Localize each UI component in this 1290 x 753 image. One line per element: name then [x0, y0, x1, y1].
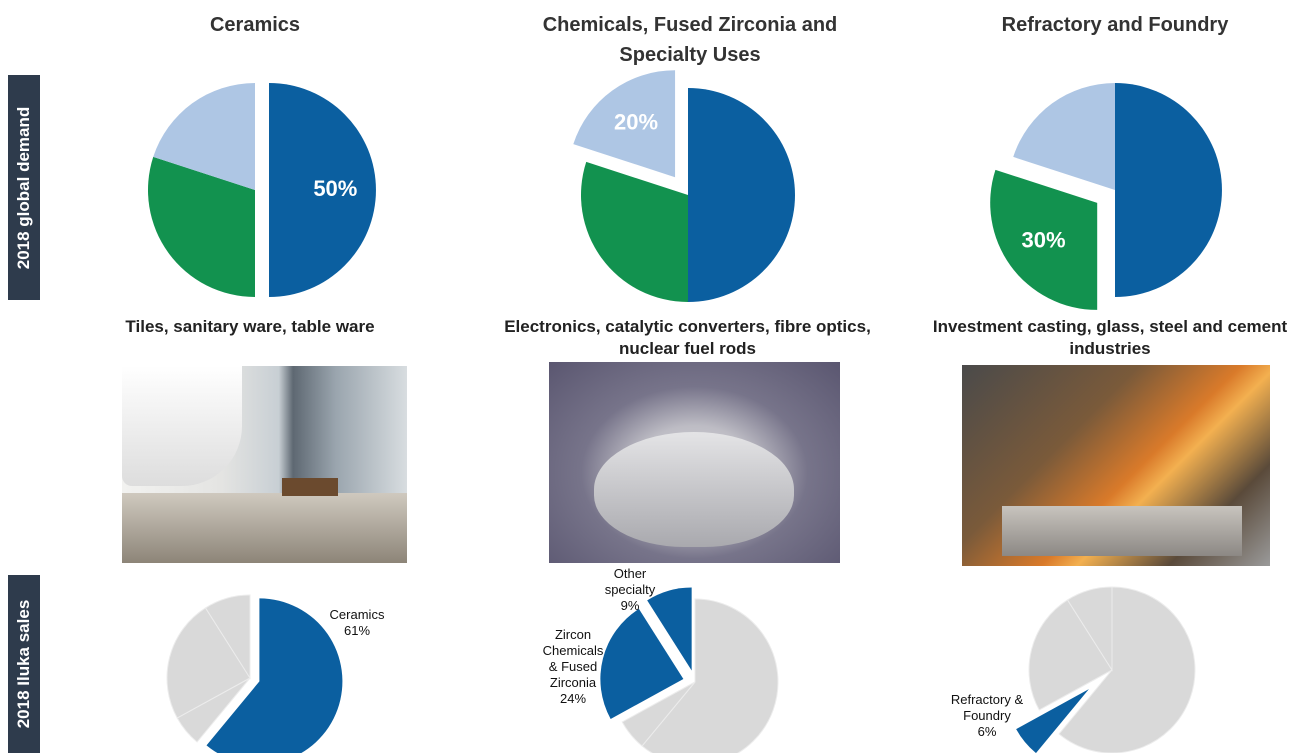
- pie-slice: [990, 169, 1098, 310]
- row-label-box: 2018 Iluka sales: [8, 575, 40, 753]
- value-label: 30%: [1022, 228, 1066, 253]
- column-title: Ceramics: [209, 14, 301, 36]
- pie-slice: [153, 83, 255, 190]
- value-label: 9%: [620, 598, 640, 613]
- category-label: Ceramics: [329, 607, 385, 622]
- description: Tiles, sanitary ware, table ware: [125, 317, 375, 336]
- photo-foundry: [962, 365, 1270, 566]
- slice-label: Other specialty 9%: [592, 566, 668, 614]
- pie-slice: [269, 83, 376, 297]
- pie-slice: [573, 70, 676, 178]
- pie-slice: [641, 598, 779, 753]
- pie-slice: [166, 607, 251, 719]
- column-title: Chemicals, Fused Zirconia and Specialty …: [542, 14, 838, 66]
- value-label: 24%: [559, 691, 587, 706]
- pie-slice: [621, 681, 696, 747]
- pie-slice: [1028, 599, 1113, 711]
- pie-slice: [206, 598, 343, 753]
- slice-label: Zircon Chemicals & Fused Zirconia 24%: [537, 627, 609, 707]
- slice-label: Refractory & Foundry 6%: [945, 692, 1029, 740]
- pie-slice: [581, 161, 688, 302]
- pie-slice: [1016, 689, 1089, 753]
- category-label: Zircon Chemicals & Fused Zirconia: [542, 627, 604, 690]
- pie-slice: [204, 594, 251, 680]
- description: Electronics, catalytic converters, fibre…: [504, 317, 871, 358]
- column-title: Refractory and Foundry: [1001, 14, 1229, 36]
- pie-slice: [688, 88, 795, 302]
- description: Investment casting, glass, steel and cem…: [932, 317, 1288, 358]
- row-label-box: 2018 global demand: [8, 75, 40, 300]
- value-label: 6%: [977, 724, 997, 739]
- category-label: Other specialty: [604, 566, 656, 597]
- pie-slice: [1066, 586, 1113, 672]
- photo-bathroom: [122, 366, 407, 563]
- pie-slice: [647, 587, 692, 671]
- value-label: 20%: [614, 109, 658, 134]
- pie-slice: [148, 156, 255, 297]
- value-label: 50%: [313, 176, 357, 201]
- pie-slice: [1013, 83, 1115, 190]
- slice-label: Ceramics 61%: [322, 607, 392, 639]
- pie-slice: [600, 608, 684, 720]
- photo-pacemaker: [549, 362, 840, 563]
- value-label: 61%: [343, 623, 371, 638]
- pie-slice: [1115, 83, 1222, 297]
- pie-slice: [1058, 586, 1196, 753]
- category-label: Refractory & Foundry: [950, 692, 1024, 723]
